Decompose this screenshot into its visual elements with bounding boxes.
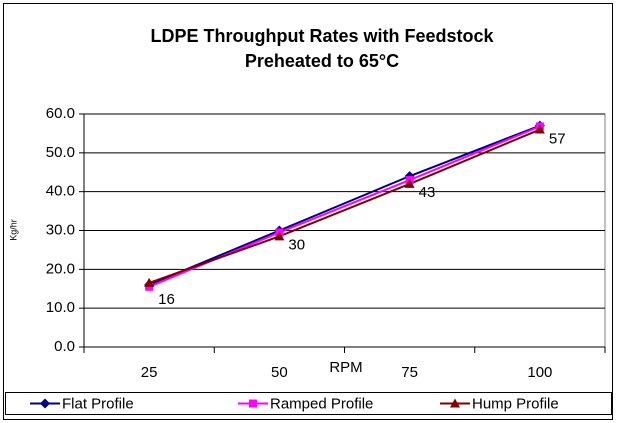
x-tick-label: 75 (401, 364, 418, 381)
y-tick-label: 20.0 (46, 260, 75, 277)
y-tick-label: 0.0 (54, 338, 75, 355)
legend-marker (40, 398, 50, 409)
y-tick-label: 50.0 (46, 144, 75, 161)
y-tick-label: 30.0 (46, 221, 75, 238)
legend-label: Flat Profile (62, 395, 134, 412)
data-point (534, 124, 545, 134)
x-tick-label: 50 (271, 364, 288, 381)
data-label: 57 (549, 130, 566, 147)
data-label: 43 (419, 184, 436, 201)
legend (5, 392, 612, 415)
x-tick-label: 25 (141, 364, 158, 381)
x-tick-label: 100 (527, 364, 552, 381)
data-point (144, 277, 155, 287)
data-label: 16 (158, 291, 175, 308)
legend-marker (450, 398, 460, 408)
series-line (148, 128, 541, 284)
chart-title: LDPE Throughput Rates with Feedstock (150, 26, 494, 46)
data-label: 30 (288, 236, 305, 253)
y-tick-label: 40.0 (46, 183, 75, 200)
legend-label: Hump Profile (472, 395, 559, 412)
data-point (404, 178, 415, 188)
legend-marker (249, 399, 257, 408)
y-tick-label: 60.0 (46, 105, 75, 122)
series-line (148, 124, 541, 286)
x-axis-label: RPM (329, 359, 362, 376)
chart-subtitle: Preheated to 65°C (245, 51, 399, 71)
y-axis-label: Kg/hr (8, 219, 18, 241)
y-tick-label: 10.0 (46, 299, 75, 316)
data-point (274, 231, 285, 241)
legend-label: Ramped Profile (270, 395, 373, 412)
